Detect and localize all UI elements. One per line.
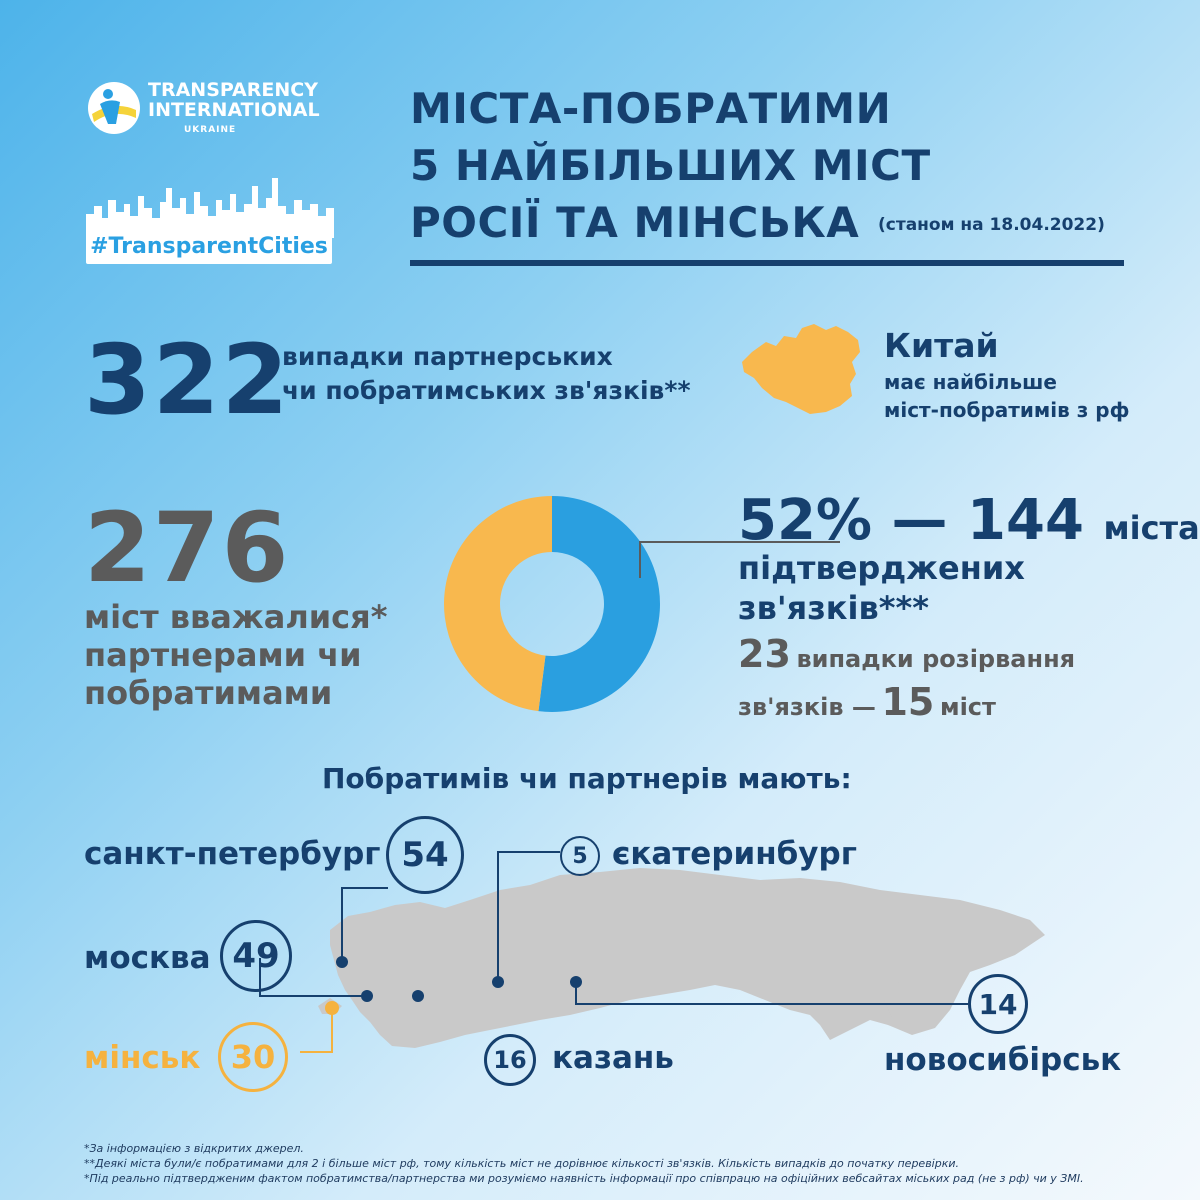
- transparency-logo-icon: [88, 82, 140, 134]
- city-skyline-icon: [86, 178, 334, 238]
- footnote-3: *Під реально підтвердженим фактом побрат…: [84, 1172, 1084, 1185]
- date-note: (станом на 18.04.2022): [878, 215, 1105, 235]
- city-count-msk: 49: [220, 920, 292, 992]
- stat-322-number: 322: [84, 324, 291, 436]
- city-name-msk: москва: [84, 940, 211, 976]
- title-line-1: МІСТА-ПОБРАТИМИ: [410, 84, 892, 133]
- donut-leader-line: [639, 541, 840, 578]
- city-name-minsk: мінськ: [84, 1040, 201, 1076]
- confirmed-dash: —: [891, 488, 948, 553]
- footnote-1: *За інформацією з відкритих джерел.: [84, 1142, 304, 1155]
- china-caption-line-1: має найбільше: [884, 370, 1057, 394]
- city-name-spb: санкт-петербург: [84, 836, 381, 872]
- confirmed-caption-line-2: зв'язків***: [738, 589, 929, 627]
- stat-276-line-1: міст вважалися*: [84, 598, 388, 636]
- breaks-line-2-post: міст: [939, 693, 996, 721]
- city-count-nsk: 14: [968, 974, 1028, 1034]
- breaks-count: 23: [738, 632, 791, 676]
- china-title: Китай: [884, 326, 999, 365]
- stat-322-line-1: випадки партнерських: [282, 342, 613, 371]
- confirmed-headline: 52% — 144 міста: [738, 488, 1200, 561]
- page-title: МІСТА-ПОБРАТИМИ 5 НАЙБІЛЬШИХ МІСТ РОСІЇ …: [410, 80, 931, 251]
- stat-276-label: міст вважалися* партнерами чи побратимам…: [84, 598, 387, 712]
- city-name-kazan: казань: [552, 1040, 674, 1076]
- hashtag-badge: #TransparentCities: [86, 230, 332, 264]
- confirmed-percent: 52%: [738, 488, 873, 553]
- logo-line-1: TRANSPARENCY: [148, 79, 318, 101]
- stat-276-line-2: партнерами чи: [84, 636, 362, 674]
- logo-line-2: INTERNATIONAL: [148, 99, 320, 121]
- stat-276-number: 276: [84, 492, 291, 604]
- stat-322-line-2: чи побратимських зв'язків**: [282, 376, 691, 405]
- breaks-text: випадки розірвання: [796, 645, 1076, 673]
- donut-slice-2: [443, 496, 552, 712]
- breaks-caption: 23 випадки розірвання зв'язків — 15 міст: [738, 634, 1075, 730]
- city-count-minsk: 30: [218, 1022, 288, 1092]
- confirmed-donut-chart: [443, 496, 660, 712]
- title-line-3: РОСІЇ ТА МІНСЬКА: [410, 198, 860, 247]
- breaks-line-2-pre: зв'язків —: [738, 693, 876, 721]
- footnotes: *За інформацією з відкритих джерел. **Де…: [84, 1141, 1084, 1186]
- confirmed-caption-line-1: підтверджених: [738, 549, 1025, 587]
- footnote-2: **Деякі міста були/є побратимами для 2 і…: [84, 1157, 959, 1170]
- stat-276-line-3: побратимами: [84, 674, 333, 712]
- confirmed-caption: підтверджених зв'язків***: [738, 548, 1025, 628]
- confirmed-count: 144: [967, 488, 1084, 553]
- city-name-ekb: єкатеринбург: [612, 836, 857, 872]
- china-caption-line-2: міст-побратимів з рф: [884, 398, 1130, 422]
- china-map-icon: [742, 324, 860, 414]
- logo-line-3: UKRAINE: [184, 125, 237, 135]
- title-divider: [410, 260, 1124, 266]
- title-line-2: 5 НАЙБІЛЬШИХ МІСТ: [410, 141, 931, 190]
- stat-322-label: випадки партнерських чи побратимських зв…: [282, 340, 691, 408]
- city-count-spb: 54: [386, 816, 464, 894]
- logo-text: TRANSPARENCY INTERNATIONAL UKRAINE: [148, 80, 320, 140]
- breaks-cities: 15: [881, 680, 935, 724]
- city-name-nsk: новосибірськ: [884, 1042, 1122, 1078]
- city-count-ekb: 5: [560, 836, 600, 876]
- cities-heading: Побратимів чи партнерів мають:: [322, 762, 852, 795]
- china-caption: має найбільше міст-побратимів з рф: [884, 368, 1129, 424]
- city-count-kazan: 16: [484, 1034, 536, 1086]
- donut-slice-1: [538, 496, 660, 712]
- confirmed-count-unit: міста: [1103, 509, 1200, 547]
